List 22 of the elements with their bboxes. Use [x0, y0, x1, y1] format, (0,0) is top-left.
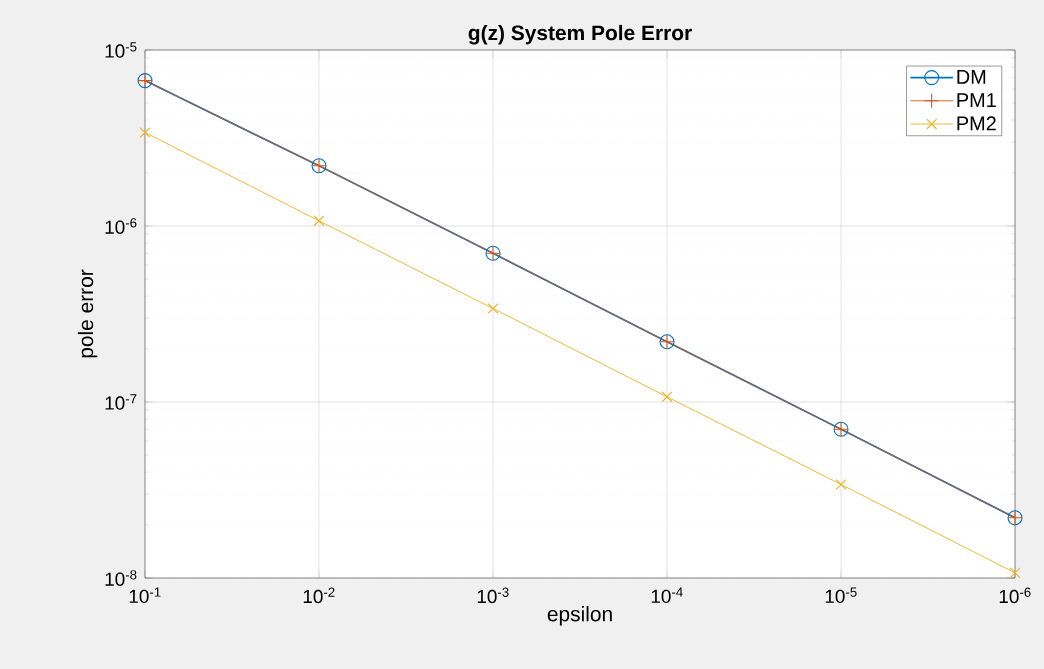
- legend-label: DM: [957, 70, 986, 84]
- point: [661, 391, 673, 403]
- x-tick-label: 10$^{-1}$: [129, 587, 161, 604]
- y-tick-label: 10$^{-8}$: [105, 570, 137, 586]
- x-tick-label: 10$^{-5}$: [825, 587, 857, 604]
- y-axis-title: pole error: [77, 269, 98, 358]
- point: [835, 478, 847, 490]
- x-tick-label: 10$^{-4}$: [651, 587, 683, 604]
- y-tick-label: 10$^{-5}$: [105, 42, 137, 58]
- point: [487, 302, 499, 314]
- legend-label: PM1: [957, 93, 996, 107]
- point: [1009, 567, 1021, 579]
- x-tick-label: 10$^{-3}$: [477, 587, 509, 604]
- legend-label: PM2: [957, 116, 996, 131]
- x-axis-title: epsilon: [547, 606, 612, 626]
- chart-title: g(z) System Pole Error: [468, 24, 692, 45]
- x-tick-label: 10$^{-6}$: [999, 587, 1031, 604]
- point: [313, 215, 325, 227]
- point: [139, 126, 151, 138]
- y-tick-label: 10$^{-7}$: [105, 394, 137, 410]
- x-tick-label: 10$^{-2}$: [303, 587, 335, 604]
- y-tick-label: 10$^{-6}$: [105, 218, 137, 234]
